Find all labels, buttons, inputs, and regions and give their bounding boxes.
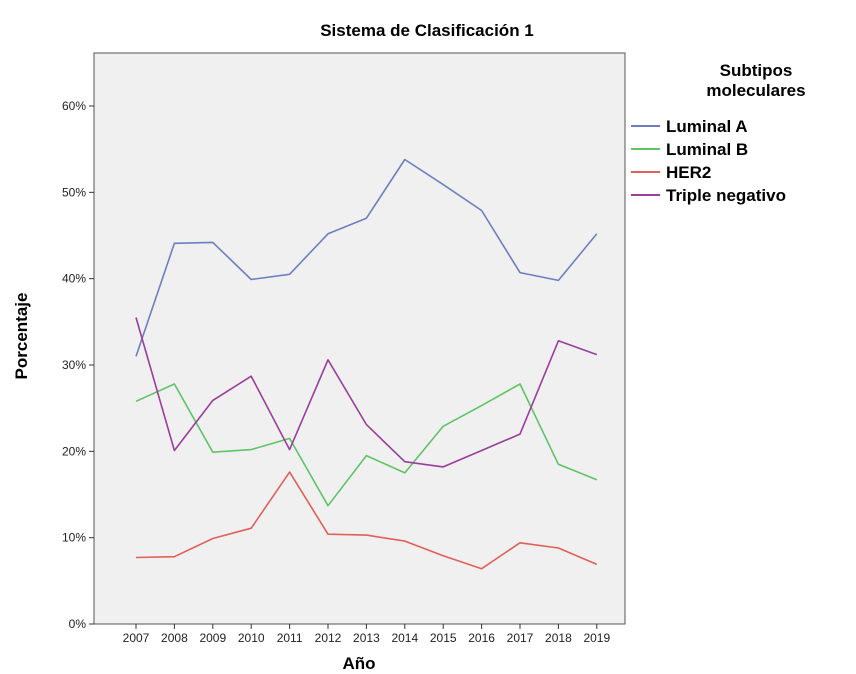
x-tick-label: 2017 <box>507 631 534 645</box>
x-tick-label: 2008 <box>161 631 188 645</box>
y-tick-label: 50% <box>62 185 86 199</box>
legend-title: Subtipos <box>720 61 793 80</box>
series-line-luminal-a <box>135 158 598 357</box>
legend-title: moleculares <box>706 81 805 100</box>
x-tick-label: 2010 <box>238 631 265 645</box>
legend-label-triple-negativo: Triple negativo <box>666 186 786 205</box>
x-tick-label: 2012 <box>315 631 342 645</box>
series-line-triple-negativo <box>135 317 598 468</box>
axes: 0% 10% 20% 30% 40% 50% 60% 2007 2008 2009 2010 2011… <box>62 99 611 645</box>
y-tick-label: 30% <box>62 358 86 372</box>
plot-area <box>93 52 626 625</box>
y-tick-label: 0% <box>69 617 87 631</box>
x-tick-label: 2016 <box>468 631 495 645</box>
x-tick-label: 2009 <box>199 631 226 645</box>
x-tick-label: 2019 <box>583 631 610 645</box>
y-axis-title: Porcentaje <box>12 293 31 380</box>
x-tick-label: 2015 <box>430 631 457 645</box>
legend-label-luminal-b: Luminal B <box>666 140 748 159</box>
y-tick-label: 40% <box>62 272 86 286</box>
chart-title: Sistema de Clasificación 1 <box>320 21 534 40</box>
series-line-luminal-b <box>135 383 598 507</box>
x-tick-label: 2013 <box>353 631 380 645</box>
legend-label-her2: HER2 <box>666 163 711 182</box>
x-tick-label: 2014 <box>391 631 418 645</box>
x-tick-label: 2018 <box>545 631 572 645</box>
y-tick-label: 20% <box>62 444 86 458</box>
legend-label-luminal-a: Luminal A <box>666 117 748 136</box>
y-tick-label: 10% <box>62 531 86 545</box>
y-tick-label: 60% <box>62 99 86 113</box>
series-lines <box>135 158 598 570</box>
series-line-her2 <box>135 471 598 570</box>
x-tick-label: 2011 <box>277 631 303 645</box>
x-tick-label: 2007 <box>123 631 150 645</box>
x-axis-title: Año <box>342 654 375 673</box>
